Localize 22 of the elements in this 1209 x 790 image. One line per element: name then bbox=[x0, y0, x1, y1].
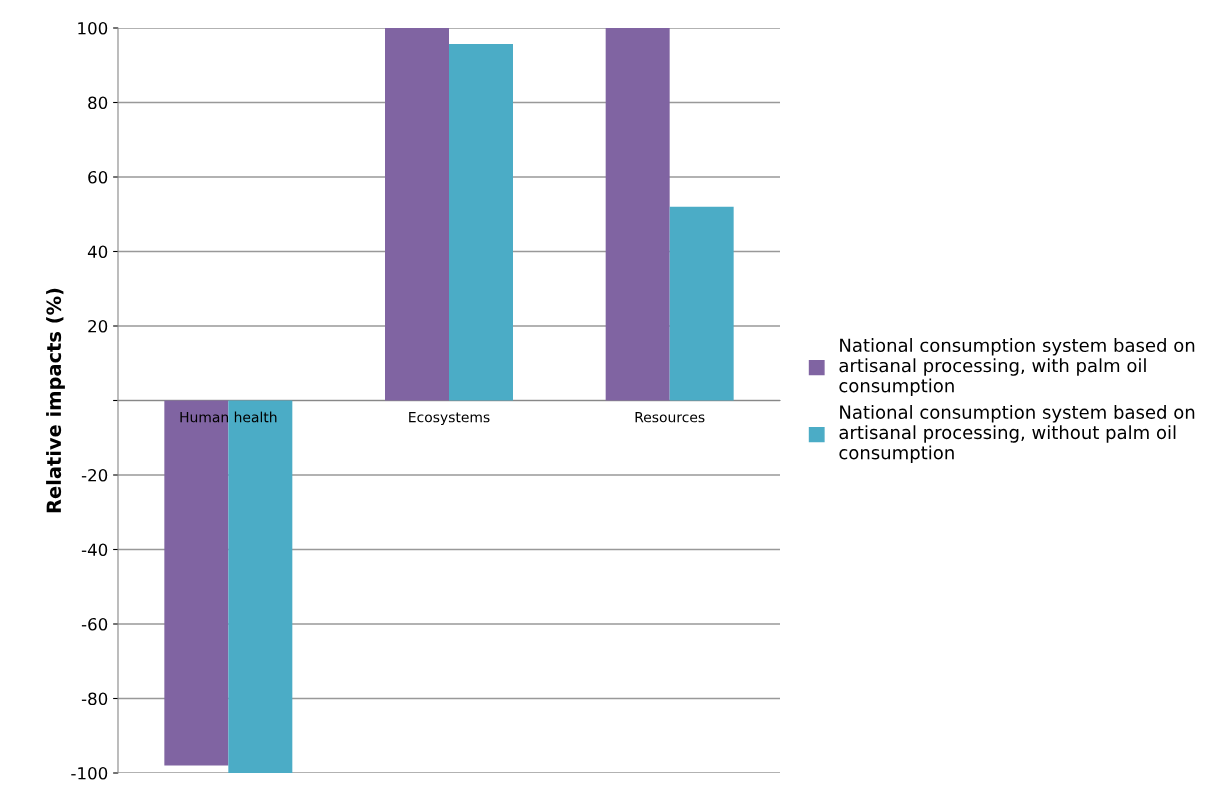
y-tick-label: 100 bbox=[78, 21, 108, 35]
y-tick-label: -60 bbox=[81, 617, 108, 631]
legend-label: National consumption system based on artisanal processing, without palm oil consumption bbox=[839, 405, 1195, 463]
bar bbox=[164, 400, 229, 766]
y-tick-label: -100 bbox=[71, 766, 108, 780]
y-tick-label: -80 bbox=[81, 692, 108, 706]
x-tick-label: Resources bbox=[635, 412, 705, 423]
bar bbox=[385, 28, 449, 401]
bar bbox=[605, 28, 670, 401]
legend-label: National consumption system based on artisanal processing, with palm oil consumption bbox=[839, 338, 1195, 396]
bar bbox=[449, 44, 513, 401]
y-tick-label: 60 bbox=[88, 170, 108, 184]
x-tick-label: Human health bbox=[180, 411, 277, 423]
x-tick-label: Ecosystems bbox=[409, 412, 490, 426]
y-tick-label: 40 bbox=[87, 245, 108, 259]
y-tick-label: 80 bbox=[88, 96, 108, 110]
y-tick-label: -40 bbox=[81, 543, 108, 557]
y-tick-label: 20 bbox=[88, 319, 108, 333]
y-axis-title: Relative impacts (%) bbox=[46, 288, 65, 513]
bar bbox=[669, 206, 734, 401]
bar bbox=[228, 400, 293, 773]
y-tick-label: -20 bbox=[81, 468, 108, 482]
